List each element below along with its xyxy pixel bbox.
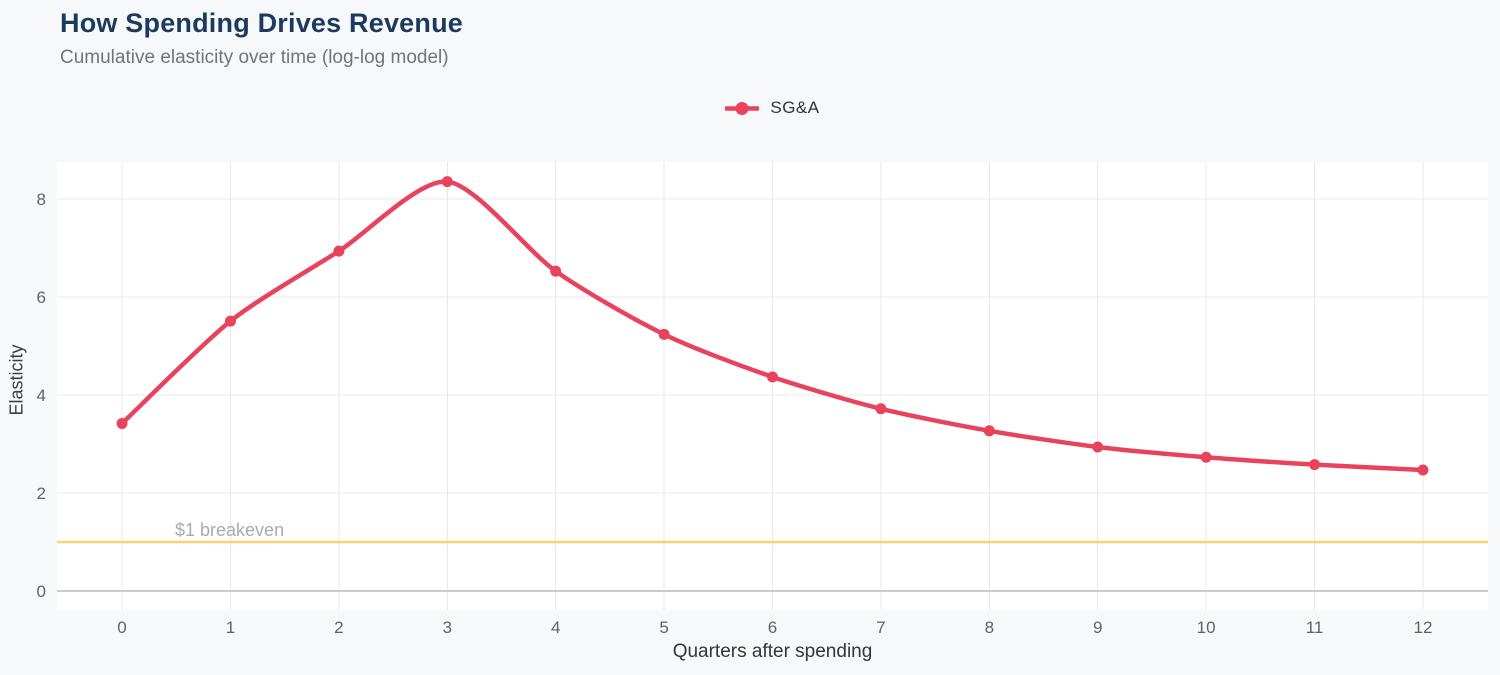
data-point xyxy=(1309,459,1321,471)
y-tick-label: 6 xyxy=(37,288,46,307)
data-point xyxy=(116,417,128,429)
legend: SG&A xyxy=(57,98,1488,118)
x-tick-label: 3 xyxy=(443,618,452,637)
x-tick-label: 2 xyxy=(334,618,343,637)
x-tick-label: 5 xyxy=(659,618,668,637)
x-axis-title: Quarters after spending xyxy=(672,641,873,662)
data-point xyxy=(658,328,670,340)
x-tick-label: 8 xyxy=(985,618,994,637)
y-axis-title: Elasticity xyxy=(6,344,27,416)
legend-marker-icon xyxy=(725,101,760,115)
x-tick-label: 10 xyxy=(1197,618,1216,637)
y-tick-label: 0 xyxy=(37,582,46,601)
y-tick-label: 2 xyxy=(37,484,46,503)
data-point xyxy=(1417,464,1429,476)
legend-item-label: SG&A xyxy=(770,98,820,117)
page-subtitle: Cumulative elasticity over time (log-log… xyxy=(60,47,449,68)
data-point xyxy=(983,425,995,437)
x-tick-label: 12 xyxy=(1413,618,1432,637)
data-point xyxy=(767,371,778,383)
x-tick-label: 6 xyxy=(768,618,777,637)
data-point xyxy=(1200,451,1212,463)
y-tick-label: 4 xyxy=(37,386,46,405)
x-tick-label: 0 xyxy=(117,618,126,637)
y-tick-label: 8 xyxy=(37,190,46,209)
page-title: How Spending Drives Revenue xyxy=(60,8,463,38)
x-tick-label: 11 xyxy=(1306,618,1324,637)
data-point xyxy=(550,265,562,277)
x-tick-label: 4 xyxy=(551,618,560,637)
legend-item-sga[interactable]: SG&A xyxy=(725,98,819,118)
data-point xyxy=(441,176,453,188)
data-point xyxy=(333,245,345,257)
x-tick-label: 7 xyxy=(876,618,885,637)
x-tick-label: 1 xyxy=(226,618,235,637)
data-point xyxy=(224,315,236,327)
breakeven-label: $1 breakeven xyxy=(175,520,284,540)
data-point xyxy=(1092,441,1104,453)
data-point xyxy=(875,403,887,415)
x-tick-label: 9 xyxy=(1093,618,1102,637)
